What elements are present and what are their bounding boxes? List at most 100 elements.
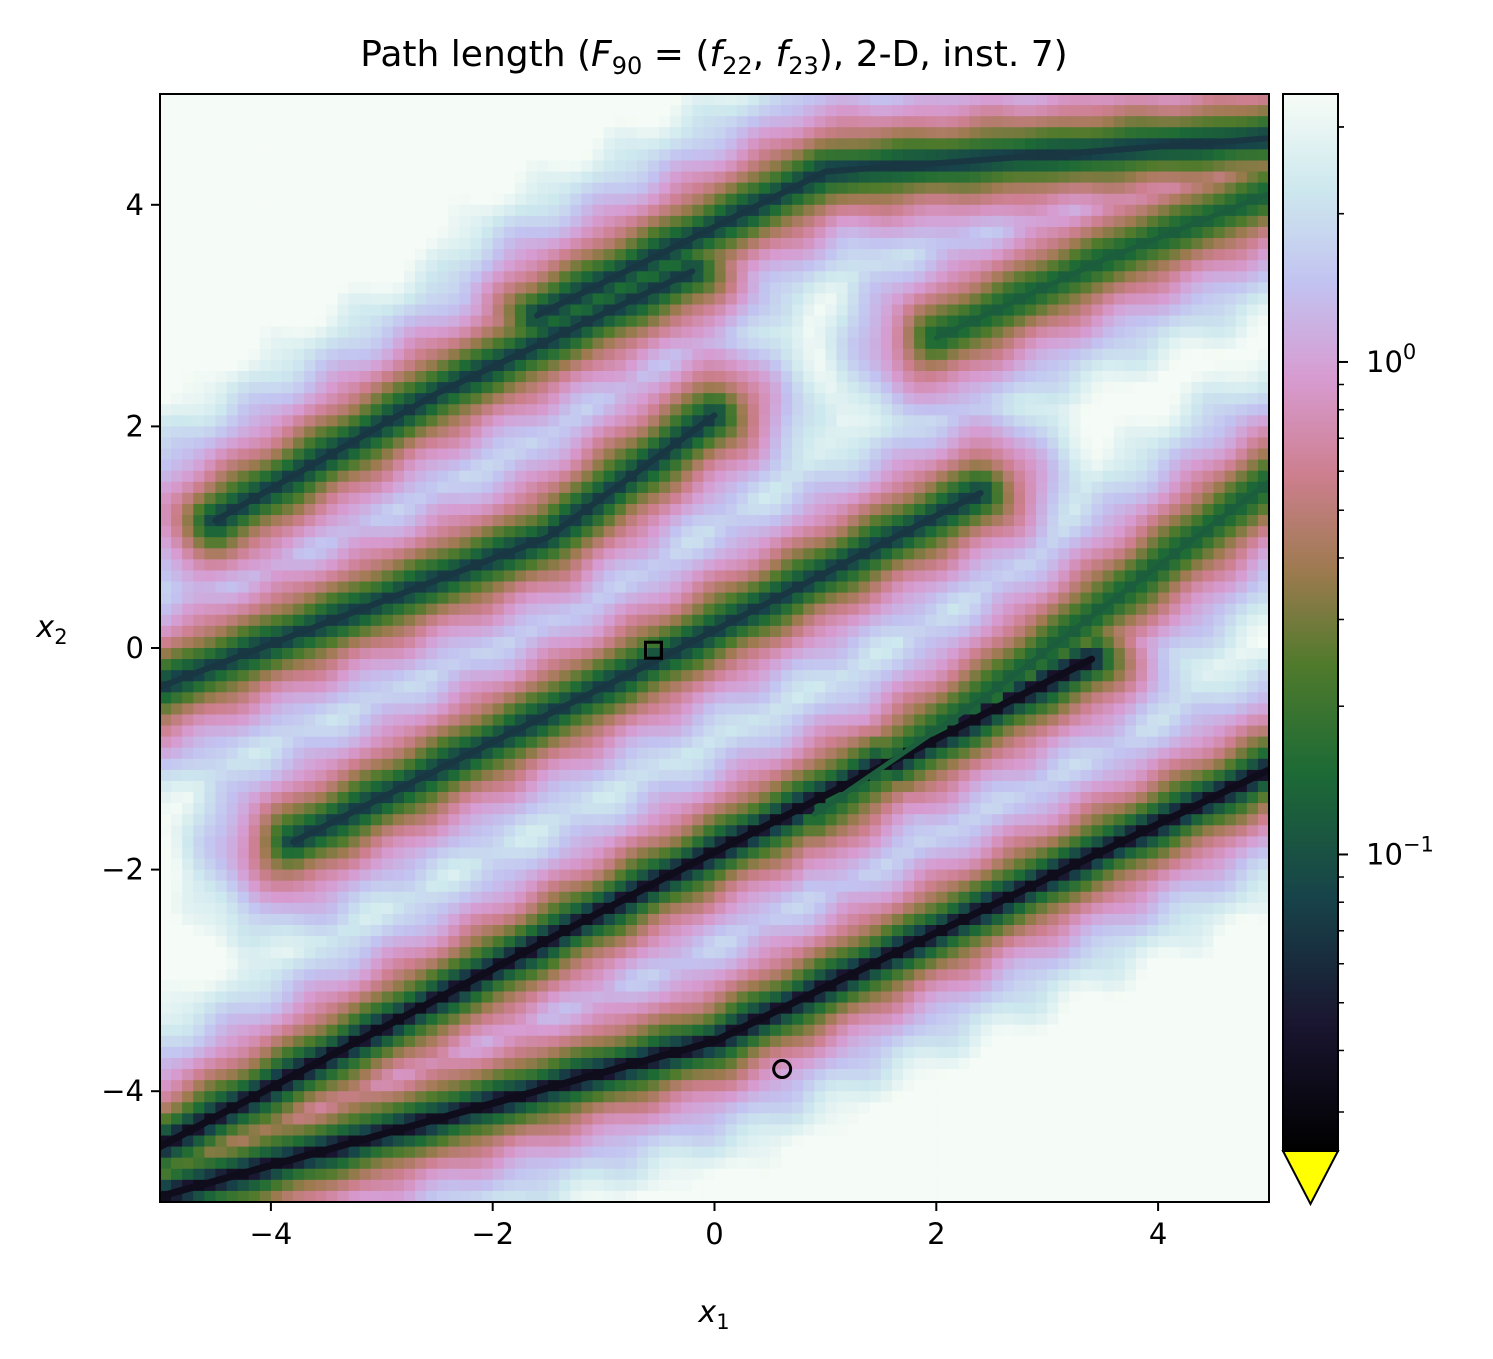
heatmap-cell	[625, 393, 638, 405]
heatmap-cell	[692, 570, 705, 583]
heatmap-cell	[403, 548, 416, 560]
heatmap-cell	[836, 160, 849, 173]
heatmap-cell	[525, 437, 538, 450]
heatmap-cell	[858, 215, 871, 228]
heatmap-cell	[1025, 282, 1037, 295]
heatmap-cell	[315, 559, 327, 572]
heatmap-cell	[980, 393, 993, 405]
heatmap-cell	[891, 226, 904, 239]
heatmap-cell	[625, 404, 638, 416]
heatmap-cell	[980, 127, 993, 139]
heatmap-cell	[980, 94, 993, 106]
heatmap-cell	[470, 171, 483, 184]
heatmap-cell	[1257, 149, 1269, 162]
heatmap-cell	[403, 371, 416, 383]
heatmap-cell	[692, 293, 705, 306]
heatmap-cell	[1213, 548, 1226, 560]
heatmap-cell	[570, 260, 583, 272]
heatmap-cell	[636, 503, 649, 516]
heatmap-cell	[1224, 526, 1237, 538]
heatmap-cell	[448, 481, 461, 494]
heatmap-cell	[403, 226, 416, 239]
heatmap-cell	[903, 348, 915, 361]
heatmap-cell	[858, 603, 871, 616]
heatmap-cell	[1013, 371, 1026, 383]
heatmap-cell	[1124, 559, 1137, 572]
heatmap-cell	[1180, 105, 1192, 117]
heatmap-cell	[481, 548, 494, 560]
heatmap-cell	[725, 470, 738, 483]
heatmap-cell	[326, 603, 339, 616]
heatmap-cell	[1180, 127, 1192, 139]
heatmap-cell	[891, 481, 904, 494]
heatmap-cell	[1213, 271, 1226, 283]
heatmap-cell	[1080, 459, 1093, 472]
heatmap-cell	[1135, 470, 1148, 483]
heatmap-cell	[703, 603, 716, 616]
heatmap-cell	[980, 116, 993, 128]
heatmap-cell	[614, 537, 627, 549]
heatmap-cell	[459, 359, 472, 372]
heatmap-cell	[1246, 515, 1259, 527]
heatmap-cell	[703, 238, 716, 250]
heatmap-cell	[880, 559, 893, 572]
heatmap-cell	[259, 182, 272, 195]
heatmap-cell	[1080, 426, 1093, 439]
heatmap-cell	[958, 304, 971, 317]
heatmap-cell	[836, 138, 849, 150]
heatmap-cell	[647, 515, 660, 527]
heatmap-cell	[326, 182, 339, 195]
heatmap-cell	[1246, 470, 1259, 483]
heatmap-cell	[1047, 359, 1059, 372]
heatmap-cell	[437, 304, 449, 317]
heatmap-cell	[891, 138, 904, 150]
heatmap-cell	[492, 537, 505, 549]
heatmap-cell	[1091, 481, 1104, 494]
heatmap-cell	[204, 304, 217, 317]
heatmap-cell	[659, 326, 671, 339]
heatmap-cell	[448, 326, 461, 339]
heatmap-cell	[647, 304, 660, 317]
heatmap-cell	[570, 315, 583, 328]
heatmap-cell	[969, 326, 982, 339]
heatmap-cell	[281, 548, 294, 560]
heatmap-cell	[714, 503, 727, 516]
heatmap-cell	[1246, 127, 1259, 139]
heatmap-cell	[1047, 337, 1059, 350]
heatmap-cell	[958, 503, 971, 516]
heatmap-cell	[1091, 382, 1104, 394]
heatmap-cell	[869, 238, 882, 250]
heatmap-cell	[891, 348, 904, 361]
heatmap-cell	[381, 404, 394, 416]
heatmap-cell	[426, 503, 438, 516]
heatmap-cell	[182, 437, 194, 450]
heatmap-cell	[814, 448, 826, 461]
heatmap-cell	[891, 149, 904, 162]
heatmap-cell	[1135, 337, 1148, 350]
heatmap-cell	[226, 105, 239, 117]
heatmap-cell	[392, 592, 405, 605]
heatmap-cell	[1169, 116, 1181, 128]
heatmap-cell	[1047, 271, 1059, 283]
heatmap-cell	[1224, 249, 1237, 261]
heatmap-cell	[880, 503, 893, 516]
heatmap-cell	[1158, 581, 1170, 594]
heatmap-cell	[426, 226, 438, 239]
heatmap-cell	[259, 415, 272, 427]
heatmap-cell	[492, 326, 505, 339]
heatmap-cell	[437, 426, 449, 439]
heatmap-cell	[847, 193, 860, 206]
heatmap-cell	[725, 127, 738, 139]
heatmap-cell	[348, 249, 361, 261]
heatmap-cell	[1025, 193, 1037, 206]
heatmap-cell	[160, 304, 172, 317]
heatmap-cell	[160, 415, 172, 427]
heatmap-cell	[525, 226, 538, 239]
heatmap-cell	[592, 249, 605, 261]
heatmap-cell	[947, 337, 960, 350]
heatmap-cell	[1135, 282, 1148, 295]
heatmap-cell	[1113, 293, 1126, 306]
heatmap-cell	[1069, 304, 1082, 317]
heatmap-cell	[659, 160, 671, 173]
heatmap-cell	[337, 470, 350, 483]
